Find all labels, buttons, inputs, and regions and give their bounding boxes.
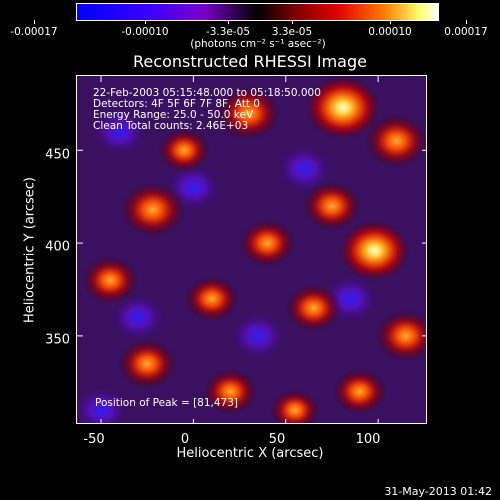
y-axis-label: Heliocentric Y (arcsec) — [22, 177, 38, 323]
negative-source — [91, 107, 148, 156]
negative-source — [77, 386, 130, 423]
plot-title: Reconstructed RHESSI Image — [133, 52, 367, 71]
x-tick-label: 100 — [355, 432, 381, 447]
emission-source — [184, 275, 239, 322]
colorbar-tick-label: -0.00010 — [121, 26, 169, 38]
x-tick-label: 0 — [180, 432, 190, 447]
peak-position: Position of Peak = [81,473] — [95, 397, 239, 409]
negative-source — [230, 311, 287, 360]
info-time-range: 22-Feb-2003 05:15:48.000 to 05:18:50.000 — [93, 87, 321, 99]
colorbar-tick-label: 3.3e-05 — [271, 26, 313, 38]
colorbar-tick — [145, 20, 146, 24]
emission-source — [332, 368, 387, 415]
emission-source — [120, 182, 186, 238]
colorbar-tick-label: -0.00017 — [10, 26, 58, 38]
emission-source — [118, 338, 177, 389]
colorbar-tick — [34, 20, 35, 24]
colorbar-tick-label: 0.00010 — [368, 26, 412, 38]
colorbar-tick — [466, 20, 467, 24]
emission-source — [285, 284, 342, 332]
heatmap-plot — [76, 75, 427, 424]
info-detectors: Detectors: 4F 5F 6F 7F 8F, Att 0 — [93, 98, 260, 110]
x-axis-label: Heliocentric X (arcsec) — [176, 446, 324, 461]
x-tick-label: 50 — [268, 432, 286, 447]
emission-source — [217, 86, 281, 140]
x-tick-label: -50 — [83, 432, 105, 447]
colorbar-unit: (photons cm⁻² s⁻¹ asec⁻²) — [190, 38, 326, 50]
negative-source — [109, 293, 166, 342]
colorbar-tick — [292, 20, 293, 24]
info-energy-range: Energy Range: 25.0 - 50.0 keV — [93, 109, 254, 121]
y-tick-label: 350 — [45, 332, 70, 348]
colorbar-tick — [228, 20, 229, 24]
negative-source — [276, 144, 333, 193]
emission-source — [270, 389, 320, 423]
colorbar-tick-label: 0.00017 — [444, 26, 488, 38]
emission-source — [158, 128, 211, 173]
colorbar — [76, 3, 439, 21]
emission-source — [203, 368, 258, 415]
colorbar-tick — [390, 20, 391, 24]
info-clean-counts: Clean Total counts: 2.46E+03 — [93, 120, 249, 132]
emission-source — [305, 76, 382, 140]
timestamp: 31-May-2013 01:42 — [384, 485, 492, 498]
emission-source — [302, 181, 362, 231]
emission-source — [365, 114, 426, 168]
y-tick-label: 400 — [45, 239, 70, 255]
y-tick-label: 450 — [45, 147, 70, 163]
emission-source — [375, 310, 426, 362]
colorbar-tick-label: -3.3e-05 — [205, 26, 251, 38]
heatmap-canvas — [77, 76, 426, 423]
emission-source — [338, 220, 411, 281]
emission-source — [239, 219, 296, 267]
emission-source — [82, 256, 139, 305]
